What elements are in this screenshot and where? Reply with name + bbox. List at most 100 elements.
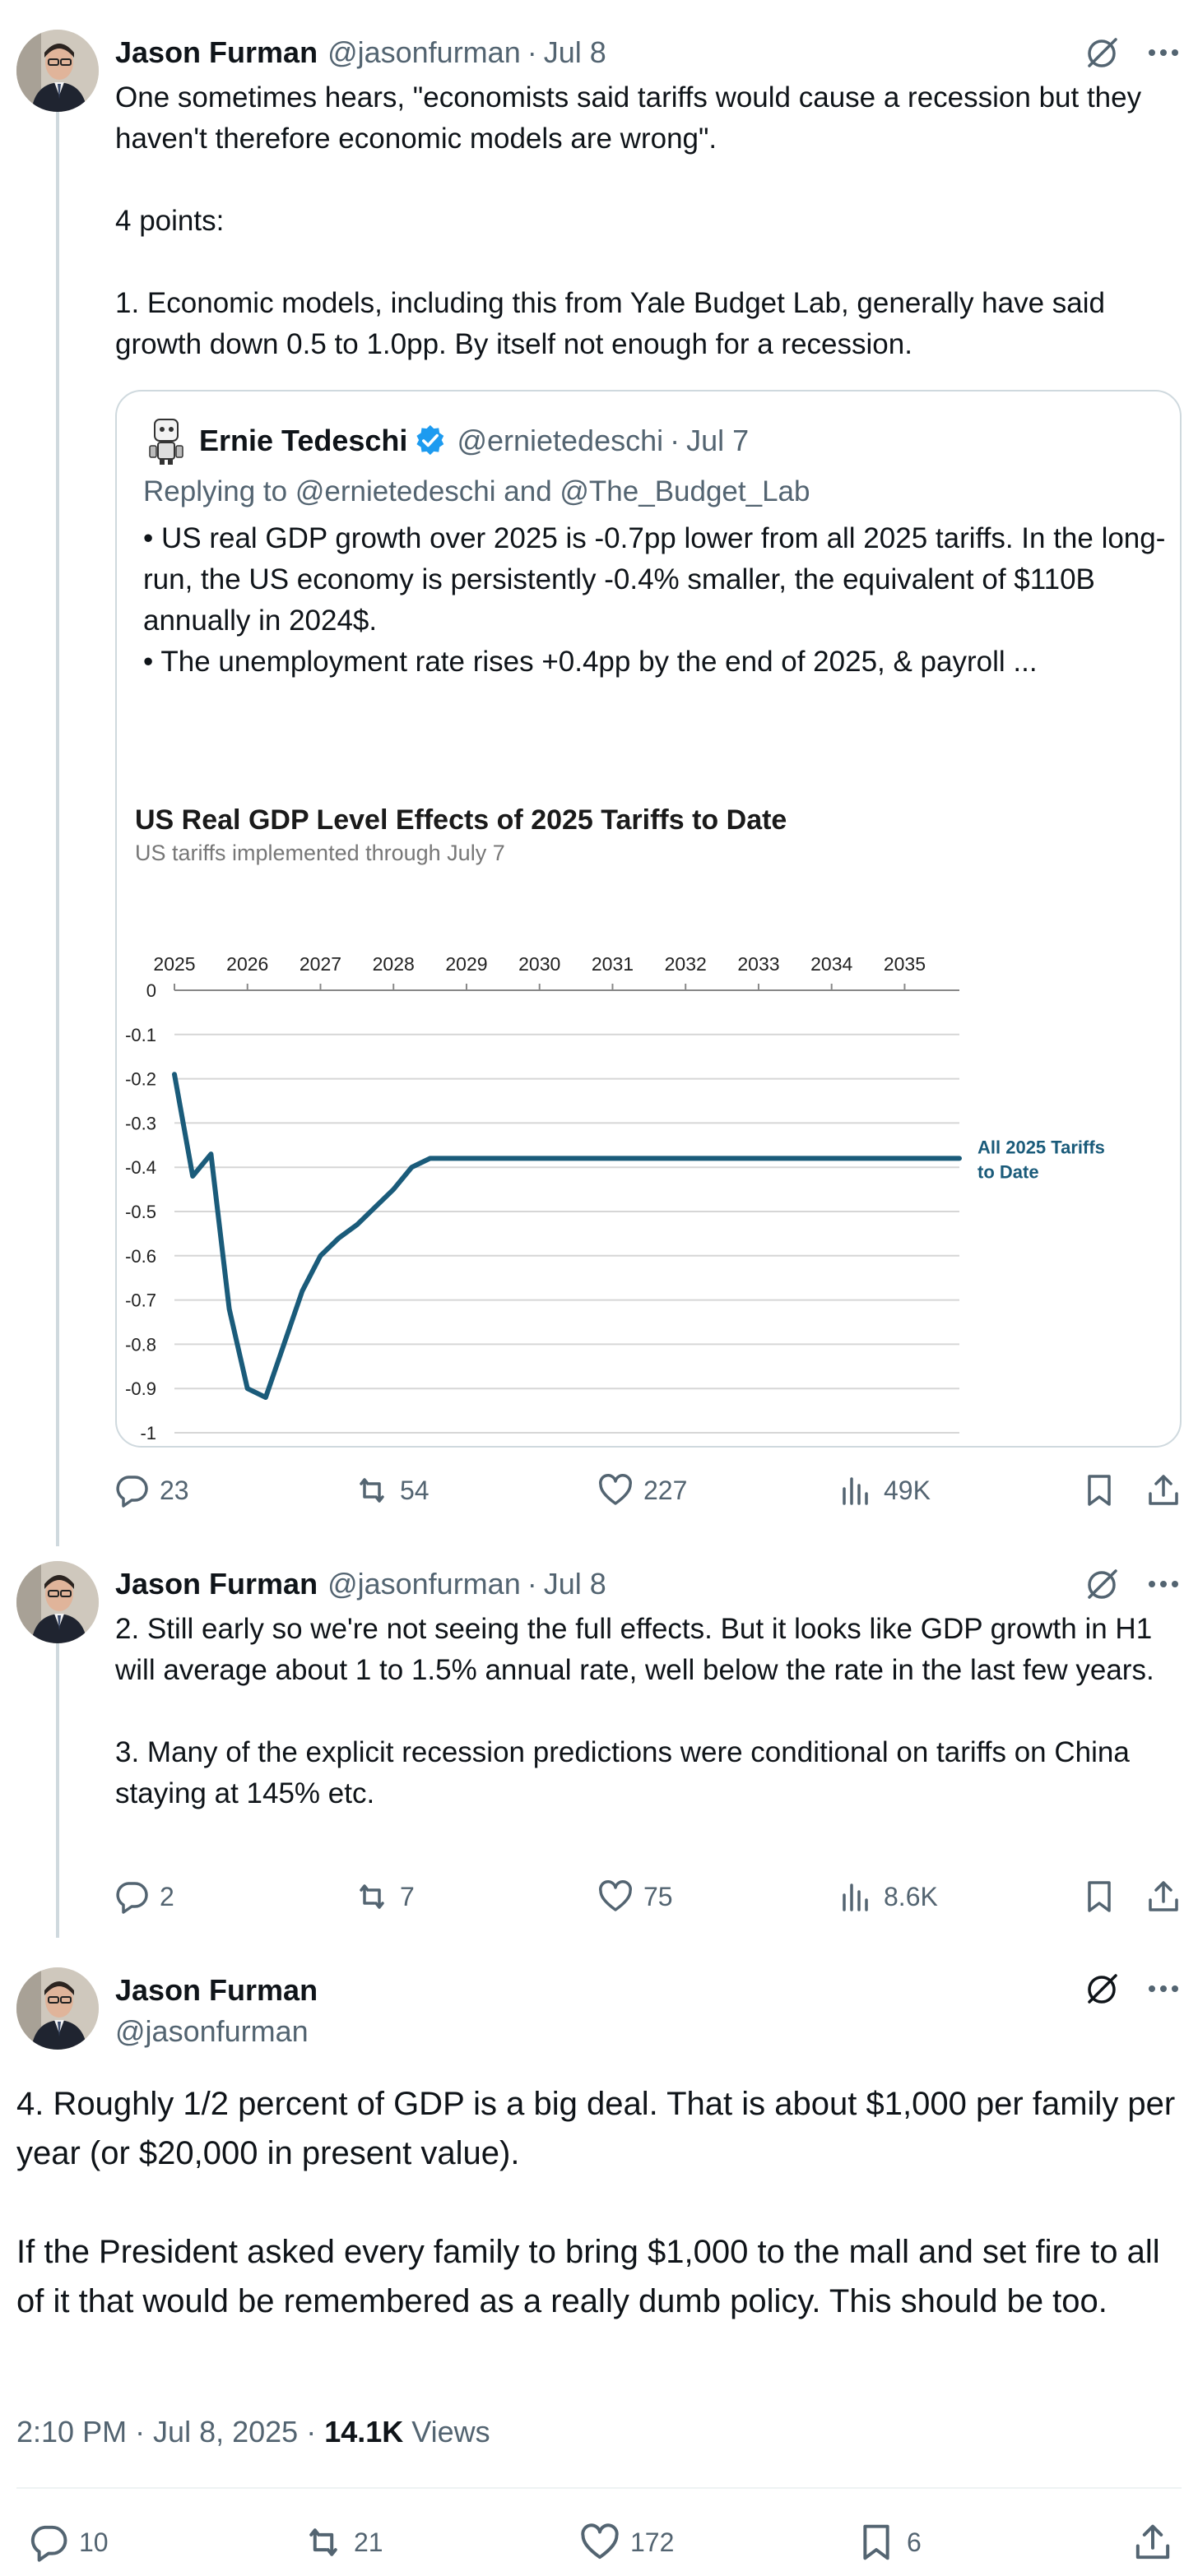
reply-button[interactable]: 10	[28, 2522, 109, 2563]
more-icon[interactable]	[1145, 1566, 1182, 1602]
chart-subtitle: US tariffs implemented through July 7	[135, 841, 505, 865]
tweet-text: 2. Still early so we're not seeing the f…	[115, 1613, 1154, 1809]
share-button[interactable]	[1145, 1472, 1182, 1508]
chart-title: US Real GDP Level Effects of 2025 Tariff…	[135, 804, 787, 836]
tweet-date[interactable]: Jul 8	[543, 35, 606, 69]
x-tick-label: 2026	[226, 953, 268, 975]
reply-count: 10	[79, 2527, 109, 2557]
more-icon[interactable]	[1145, 1971, 1182, 2007]
separator-dot: ·	[527, 35, 537, 69]
replying-to[interactable]: Replying to @ernietedeschi and @The_Budg…	[143, 475, 810, 507]
bookmark-button[interactable]	[1081, 1879, 1117, 1915]
like-count: 227	[643, 1475, 688, 1505]
views-count: 49K	[884, 1475, 931, 1505]
repost-count: 21	[354, 2527, 383, 2557]
more-icon[interactable]	[1145, 35, 1182, 71]
like-count: 75	[643, 1881, 673, 1911]
x-tick-label: 2033	[737, 953, 779, 975]
bookmark-icon	[1088, 1881, 1111, 1912]
series-label: to Date	[977, 1161, 1039, 1182]
y-tick-label: -0.7	[125, 1290, 156, 1311]
author-name[interactable]: Jason Furman	[115, 35, 318, 69]
chart: US Real GDP Level Effects of 2025 Tariff…	[125, 804, 1105, 1443]
share-button[interactable]	[1132, 2522, 1173, 2563]
main-author-name[interactable]: Jason Furman	[115, 1973, 318, 2007]
quote-author-name[interactable]: Ernie Tedeschi	[199, 424, 408, 457]
author-name[interactable]: Jason Furman	[115, 1567, 318, 1601]
avatar[interactable]	[16, 30, 99, 112]
y-tick-label: -0.9	[125, 1378, 156, 1399]
like-count: 172	[630, 2527, 675, 2557]
tweet-timestamp[interactable]: 2:10 PM · Jul 8, 2025 ·	[16, 2415, 325, 2449]
bookmark-button[interactable]	[1081, 1472, 1117, 1508]
share-icon	[1149, 1475, 1178, 1505]
repost-count: 54	[400, 1475, 430, 1505]
reply-icon	[116, 1882, 148, 1914]
share-icon	[1135, 2524, 1170, 2560]
share-button[interactable]	[1145, 1879, 1182, 1915]
x-tick-label: 2025	[153, 953, 195, 975]
repost-count: 7	[400, 1881, 415, 1911]
verified-badge-icon	[416, 424, 444, 456]
reply-button[interactable]: 2	[114, 1879, 174, 1915]
repost-icon	[360, 1478, 384, 1503]
bookmark-button[interactable]: 6	[856, 2522, 922, 2563]
avatar[interactable]	[16, 1967, 99, 2050]
views-button[interactable]: 49K	[838, 1472, 931, 1508]
reply-count: 2	[160, 1881, 174, 1911]
quote-avatar	[145, 416, 188, 466]
quote-text: • US real GDP growth over 2025 is -0.7pp…	[143, 522, 1166, 678]
series-line	[172, 1072, 962, 1400]
tweet-date[interactable]: Jul 8	[543, 1567, 606, 1601]
x-tick-label: 2034	[810, 953, 852, 975]
grok-icon[interactable]	[1084, 1566, 1121, 1602]
like-button[interactable]: 227	[597, 1472, 687, 1508]
x-tick-label: 2032	[665, 953, 707, 975]
bookmark-count: 6	[907, 2527, 922, 2557]
grok-icon[interactable]	[1084, 1971, 1121, 2007]
quote-date[interactable]: Jul 7	[686, 424, 750, 457]
views-button[interactable]: 8.6K	[838, 1879, 938, 1915]
y-tick-label: -0.3	[125, 1113, 156, 1133]
views-count: 8.6K	[884, 1881, 938, 1911]
series-label: All 2025 Tariffs	[977, 1137, 1105, 1157]
views-icon	[843, 1883, 868, 1911]
like-button[interactable]: 172	[579, 2522, 674, 2563]
y-tick-label: -0.2	[125, 1069, 156, 1090]
bookmark-icon	[863, 2524, 889, 2560]
x-tick-label: 2028	[373, 953, 415, 975]
views-label: Views	[403, 2415, 490, 2449]
y-tick-label: -1	[140, 1423, 156, 1443]
divider	[16, 2487, 1182, 2489]
views-icon	[843, 1477, 868, 1505]
author-handle[interactable]: @jasonfurman	[327, 1567, 521, 1601]
reply-button[interactable]: 23	[114, 1472, 189, 1508]
main-author-handle[interactable]: @jasonfurman	[115, 2014, 309, 2048]
x-tick-label: 2035	[884, 953, 926, 975]
quote-author-handle[interactable]: @ernietedeschi	[457, 424, 664, 457]
heart-icon	[599, 1474, 632, 1505]
repost-button[interactable]: 21	[303, 2522, 383, 2563]
reply-icon	[116, 1476, 148, 1508]
repost-icon	[309, 2528, 337, 2556]
tweet-header: Jason Furman @jasonfurman · Jul 8	[115, 1566, 606, 1602]
avatar[interactable]	[16, 1561, 99, 1643]
chart-image[interactable]: US Real GDP Level Effects of 2025 Tariff…	[117, 720, 1180, 1446]
author-handle[interactable]: @jasonfurman	[327, 35, 521, 69]
x-tick-label: 2031	[592, 953, 634, 975]
grok-icon[interactable]	[1084, 35, 1121, 71]
heart-icon	[581, 2523, 619, 2560]
repost-button[interactable]: 7	[354, 1879, 415, 1915]
quote-tweet-card[interactable]: Ernie Tedeschi @ernietedeschi · Jul 7 Re…	[115, 390, 1182, 1448]
thread-line	[56, 1635, 59, 1938]
separator-dot: ·	[527, 1567, 537, 1601]
y-tick-label: -0.1	[125, 1025, 156, 1045]
x-tick-label: 2030	[518, 953, 560, 975]
y-tick-label: -0.4	[125, 1157, 156, 1178]
y-tick-label: -0.8	[125, 1334, 156, 1355]
y-tick-label: 0	[146, 980, 156, 1001]
like-button[interactable]: 75	[597, 1879, 673, 1915]
y-tick-label: -0.5	[125, 1202, 156, 1222]
repost-button[interactable]: 54	[354, 1472, 430, 1508]
x-tick-label: 2029	[445, 953, 487, 975]
